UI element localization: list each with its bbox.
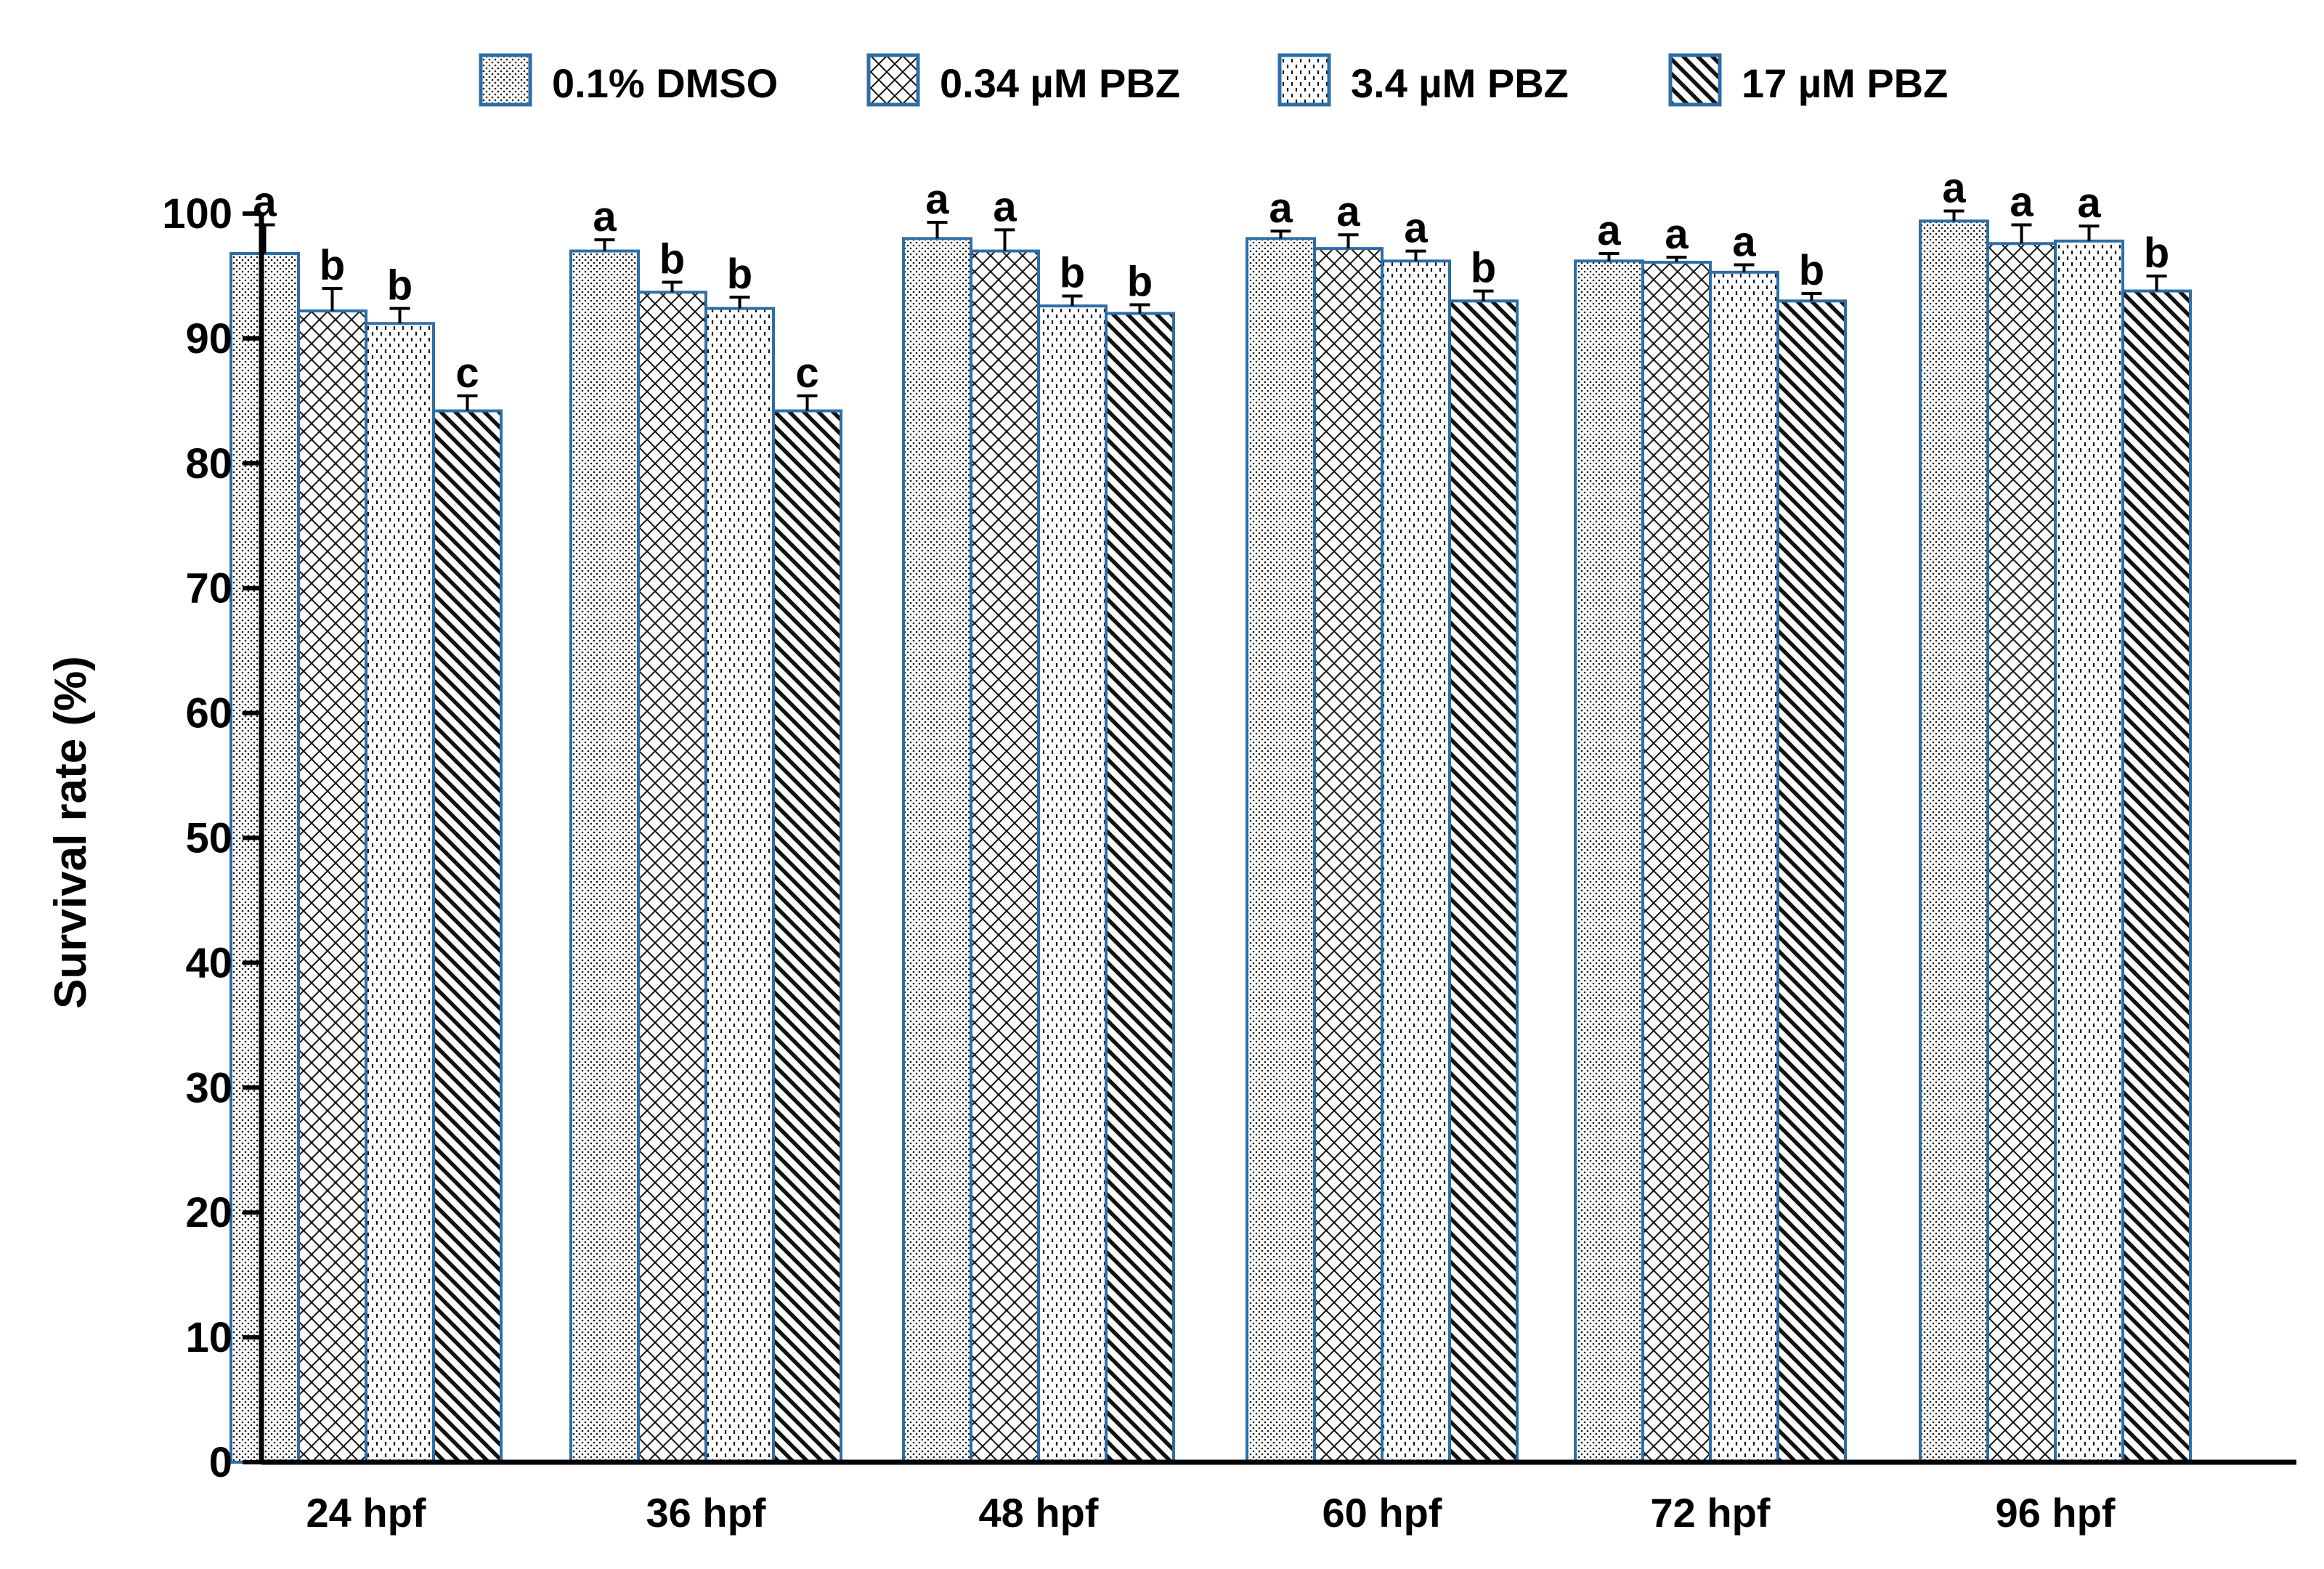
x-tick-label: 36 hpf [646,1490,766,1536]
x-tick-label: 48 hpf [979,1490,1099,1536]
bar [902,237,972,1464]
legend-swatch [1277,53,1331,107]
legend-item: 17 µM PBZ [1668,53,1948,107]
y-tick-label: 80 [185,440,232,487]
significance-letter: a [2010,178,2033,225]
significance-letter: b [1127,258,1153,305]
bar [229,252,300,1464]
bar [1037,304,1108,1464]
x-tick-label: 24 hpf [306,1490,426,1536]
legend-label: 0.1% DMSO [552,60,778,106]
y-tick-label: 20 [185,1189,232,1236]
legend-item: 0.34 µM PBZ [866,53,1180,107]
significance-letter: b [387,262,413,309]
significance-letter: a [1732,218,1756,265]
significance-letter: a [1269,185,1293,232]
legend-swatch [1668,53,1722,107]
bar [1574,259,1644,1464]
bar-group [229,219,2192,1464]
significance-letter: a [1597,207,1621,254]
bar [1313,247,1384,1464]
bar [772,409,842,1464]
bar [1776,299,1847,1464]
significance-letter: a [993,183,1017,230]
y-tick-label: 40 [185,939,232,986]
bar [2121,289,2192,1464]
significance-letter: c [455,349,479,397]
y-tick-label: 100 [162,190,232,238]
bar [970,249,1040,1464]
legend: 0.1% DMSO 0.34 µM PBZ 3.4 µM PBZ 17 µM PBZ [479,53,1948,107]
significance-letter: a [1665,211,1689,258]
significance-letter: a [253,178,277,225]
legend-label: 0.34 µM PBZ [940,60,1180,106]
bar [1709,270,1779,1464]
y-tick-label: 60 [185,690,232,737]
legend-item: 0.1% DMSO [479,53,778,107]
y-tick-label: 90 [185,315,232,362]
y-tick-label: 70 [185,565,232,612]
significance-letter: b [1060,249,1085,296]
bar [637,291,707,1464]
error-bar-group [254,209,2167,411]
y-tick-group: 0 10 20 30 40 50 60 70 80 90 100 [162,190,261,1486]
significance-letter: a [1404,205,1428,252]
significance-letter: b [2144,230,2169,277]
significance-letter: a [1336,188,1360,235]
bar [365,322,435,1464]
bar [297,309,367,1464]
bar [432,409,503,1464]
x-tick-group: 24 hpf 36 hpf 48 hpf 60 hpf 72 hpf 96 hpf [306,1490,2116,1536]
x-tick-label: 96 hpf [1996,1490,2116,1536]
bar [2054,239,2124,1464]
legend-item: 3.4 µM PBZ [1277,53,1569,107]
significance-letter: a [925,176,949,223]
significance-letter: b [1471,245,1496,292]
y-axis-label: Survival rate (%) [46,656,96,1009]
significance-letter: a [2077,179,2101,227]
bar [569,249,640,1464]
y-tick-label: 30 [185,1064,232,1111]
significance-letter: a [1942,165,1966,212]
bar [1246,237,1316,1464]
bar [704,307,775,1464]
significance-letter: c [795,349,818,397]
y-tick-label: 10 [185,1314,232,1361]
legend-label: 3.4 µM PBZ [1351,60,1569,106]
x-tick-label: 72 hpf [1651,1490,1771,1536]
significance-letter: a [593,193,617,240]
y-tick-label: 50 [185,815,232,862]
bar [1986,242,2057,1464]
legend-label: 17 µM PBZ [1742,60,1948,106]
bar [1381,259,1451,1464]
legend-swatch [479,53,532,107]
bar [1448,299,1519,1464]
significance-letter: b [659,236,685,283]
y-tick-label: 0 [209,1439,232,1486]
significance-letter: b [1799,247,1824,294]
significance-letter: b [320,242,345,289]
bar [1919,219,1989,1464]
legend-swatch [866,53,920,107]
significance-letter: b [727,251,752,298]
x-tick-label: 60 hpf [1323,1490,1442,1536]
bar [1641,261,1712,1464]
bar [1105,312,1175,1464]
